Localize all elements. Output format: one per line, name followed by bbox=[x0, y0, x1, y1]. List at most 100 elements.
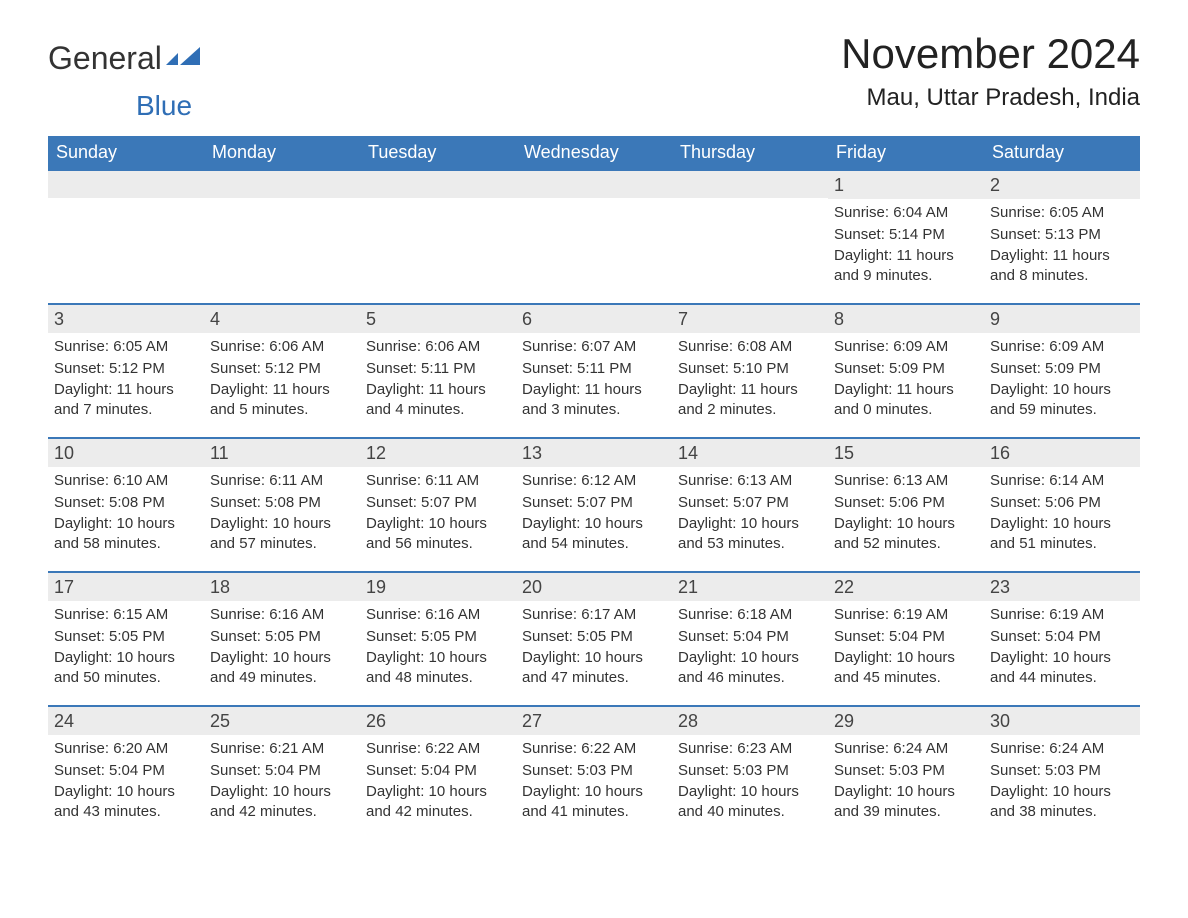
day-cell: 10Sunrise: 6:10 AMSunset: 5:08 PMDayligh… bbox=[48, 439, 204, 571]
day-number: 19 bbox=[360, 573, 516, 601]
sunset-line: Sunset: 5:04 PM bbox=[990, 627, 1134, 647]
daylight-line: Daylight: 11 hours and 0 minutes. bbox=[834, 380, 978, 421]
day-number: 3 bbox=[48, 305, 204, 333]
day-body: Sunrise: 6:18 AMSunset: 5:04 PMDaylight:… bbox=[672, 601, 828, 695]
sunrise-line: Sunrise: 6:05 AM bbox=[54, 337, 198, 357]
day-cell bbox=[204, 171, 360, 303]
sunrise-line: Sunrise: 6:11 AM bbox=[210, 471, 354, 491]
day-cell: 23Sunrise: 6:19 AMSunset: 5:04 PMDayligh… bbox=[984, 573, 1140, 705]
sunset-line: Sunset: 5:03 PM bbox=[678, 761, 822, 781]
day-body: Sunrise: 6:09 AMSunset: 5:09 PMDaylight:… bbox=[984, 333, 1140, 427]
day-body: Sunrise: 6:24 AMSunset: 5:03 PMDaylight:… bbox=[828, 735, 984, 829]
sunset-line: Sunset: 5:11 PM bbox=[522, 359, 666, 379]
logo-flag-icon bbox=[162, 40, 202, 77]
day-number: 8 bbox=[828, 305, 984, 333]
month-title: November 2024 bbox=[841, 30, 1140, 78]
sunrise-line: Sunrise: 6:20 AM bbox=[54, 739, 198, 759]
day-cell: 5Sunrise: 6:06 AMSunset: 5:11 PMDaylight… bbox=[360, 305, 516, 437]
sunrise-line: Sunrise: 6:05 AM bbox=[990, 203, 1134, 223]
sunrise-line: Sunrise: 6:18 AM bbox=[678, 605, 822, 625]
day-number bbox=[48, 171, 204, 198]
day-number: 13 bbox=[516, 439, 672, 467]
week-row: 3Sunrise: 6:05 AMSunset: 5:12 PMDaylight… bbox=[48, 303, 1140, 437]
sunset-line: Sunset: 5:07 PM bbox=[366, 493, 510, 513]
day-number: 18 bbox=[204, 573, 360, 601]
day-cell: 19Sunrise: 6:16 AMSunset: 5:05 PMDayligh… bbox=[360, 573, 516, 705]
day-cell: 12Sunrise: 6:11 AMSunset: 5:07 PMDayligh… bbox=[360, 439, 516, 571]
weekday-saturday: Saturday bbox=[984, 136, 1140, 169]
day-number: 11 bbox=[204, 439, 360, 467]
daylight-line: Daylight: 10 hours and 51 minutes. bbox=[990, 514, 1134, 555]
day-body: Sunrise: 6:11 AMSunset: 5:07 PMDaylight:… bbox=[360, 467, 516, 561]
day-cell: 17Sunrise: 6:15 AMSunset: 5:05 PMDayligh… bbox=[48, 573, 204, 705]
day-cell: 6Sunrise: 6:07 AMSunset: 5:11 PMDaylight… bbox=[516, 305, 672, 437]
daylight-line: Daylight: 10 hours and 39 minutes. bbox=[834, 782, 978, 823]
day-body: Sunrise: 6:06 AMSunset: 5:12 PMDaylight:… bbox=[204, 333, 360, 427]
title-block: November 2024 Mau, Uttar Pradesh, India bbox=[841, 30, 1140, 122]
day-body: Sunrise: 6:10 AMSunset: 5:08 PMDaylight:… bbox=[48, 467, 204, 561]
daylight-line: Daylight: 10 hours and 41 minutes. bbox=[522, 782, 666, 823]
day-body: Sunrise: 6:12 AMSunset: 5:07 PMDaylight:… bbox=[516, 467, 672, 561]
day-number: 27 bbox=[516, 707, 672, 735]
day-body: Sunrise: 6:06 AMSunset: 5:11 PMDaylight:… bbox=[360, 333, 516, 427]
sunset-line: Sunset: 5:05 PM bbox=[522, 627, 666, 647]
sunset-line: Sunset: 5:10 PM bbox=[678, 359, 822, 379]
day-number: 5 bbox=[360, 305, 516, 333]
daylight-line: Daylight: 10 hours and 46 minutes. bbox=[678, 648, 822, 689]
day-number: 15 bbox=[828, 439, 984, 467]
day-body: Sunrise: 6:07 AMSunset: 5:11 PMDaylight:… bbox=[516, 333, 672, 427]
day-cell: 30Sunrise: 6:24 AMSunset: 5:03 PMDayligh… bbox=[984, 707, 1140, 839]
daylight-line: Daylight: 10 hours and 56 minutes. bbox=[366, 514, 510, 555]
brand-logo: General bbox=[48, 30, 202, 77]
sunset-line: Sunset: 5:04 PM bbox=[834, 627, 978, 647]
daylight-line: Daylight: 10 hours and 40 minutes. bbox=[678, 782, 822, 823]
sunset-line: Sunset: 5:14 PM bbox=[834, 225, 978, 245]
day-cell: 21Sunrise: 6:18 AMSunset: 5:04 PMDayligh… bbox=[672, 573, 828, 705]
weekday-monday: Monday bbox=[204, 136, 360, 169]
sunset-line: Sunset: 5:05 PM bbox=[54, 627, 198, 647]
sunrise-line: Sunrise: 6:19 AM bbox=[990, 605, 1134, 625]
daylight-line: Daylight: 10 hours and 47 minutes. bbox=[522, 648, 666, 689]
day-body: Sunrise: 6:16 AMSunset: 5:05 PMDaylight:… bbox=[360, 601, 516, 695]
sunrise-line: Sunrise: 6:22 AM bbox=[366, 739, 510, 759]
day-number bbox=[672, 171, 828, 198]
daylight-line: Daylight: 11 hours and 9 minutes. bbox=[834, 246, 978, 287]
daylight-line: Daylight: 11 hours and 4 minutes. bbox=[366, 380, 510, 421]
day-body: Sunrise: 6:16 AMSunset: 5:05 PMDaylight:… bbox=[204, 601, 360, 695]
day-cell: 24Sunrise: 6:20 AMSunset: 5:04 PMDayligh… bbox=[48, 707, 204, 839]
daylight-line: Daylight: 10 hours and 48 minutes. bbox=[366, 648, 510, 689]
weekday-wednesday: Wednesday bbox=[516, 136, 672, 169]
day-body: Sunrise: 6:13 AMSunset: 5:07 PMDaylight:… bbox=[672, 467, 828, 561]
day-number: 22 bbox=[828, 573, 984, 601]
day-cell: 4Sunrise: 6:06 AMSunset: 5:12 PMDaylight… bbox=[204, 305, 360, 437]
day-cell: 2Sunrise: 6:05 AMSunset: 5:13 PMDaylight… bbox=[984, 171, 1140, 303]
day-number: 4 bbox=[204, 305, 360, 333]
weekday-friday: Friday bbox=[828, 136, 984, 169]
weekday-header-row: SundayMondayTuesdayWednesdayThursdayFrid… bbox=[48, 136, 1140, 169]
day-cell: 7Sunrise: 6:08 AMSunset: 5:10 PMDaylight… bbox=[672, 305, 828, 437]
day-body: Sunrise: 6:23 AMSunset: 5:03 PMDaylight:… bbox=[672, 735, 828, 829]
sunrise-line: Sunrise: 6:08 AM bbox=[678, 337, 822, 357]
day-cell: 29Sunrise: 6:24 AMSunset: 5:03 PMDayligh… bbox=[828, 707, 984, 839]
weekday-tuesday: Tuesday bbox=[360, 136, 516, 169]
daylight-line: Daylight: 10 hours and 50 minutes. bbox=[54, 648, 198, 689]
sunrise-line: Sunrise: 6:22 AM bbox=[522, 739, 666, 759]
day-number: 9 bbox=[984, 305, 1140, 333]
daylight-line: Daylight: 10 hours and 59 minutes. bbox=[990, 380, 1134, 421]
day-cell: 13Sunrise: 6:12 AMSunset: 5:07 PMDayligh… bbox=[516, 439, 672, 571]
daylight-line: Daylight: 10 hours and 42 minutes. bbox=[210, 782, 354, 823]
daylight-line: Daylight: 10 hours and 52 minutes. bbox=[834, 514, 978, 555]
day-body: Sunrise: 6:05 AMSunset: 5:13 PMDaylight:… bbox=[984, 199, 1140, 293]
daylight-line: Daylight: 10 hours and 42 minutes. bbox=[366, 782, 510, 823]
daylight-line: Daylight: 10 hours and 45 minutes. bbox=[834, 648, 978, 689]
day-cell bbox=[48, 171, 204, 303]
day-cell bbox=[360, 171, 516, 303]
sunrise-line: Sunrise: 6:04 AM bbox=[834, 203, 978, 223]
week-row: 10Sunrise: 6:10 AMSunset: 5:08 PMDayligh… bbox=[48, 437, 1140, 571]
week-row: 24Sunrise: 6:20 AMSunset: 5:04 PMDayligh… bbox=[48, 705, 1140, 839]
sunrise-line: Sunrise: 6:21 AM bbox=[210, 739, 354, 759]
day-number bbox=[360, 171, 516, 198]
sunrise-line: Sunrise: 6:14 AM bbox=[990, 471, 1134, 491]
day-cell: 9Sunrise: 6:09 AMSunset: 5:09 PMDaylight… bbox=[984, 305, 1140, 437]
daylight-line: Daylight: 10 hours and 58 minutes. bbox=[54, 514, 198, 555]
